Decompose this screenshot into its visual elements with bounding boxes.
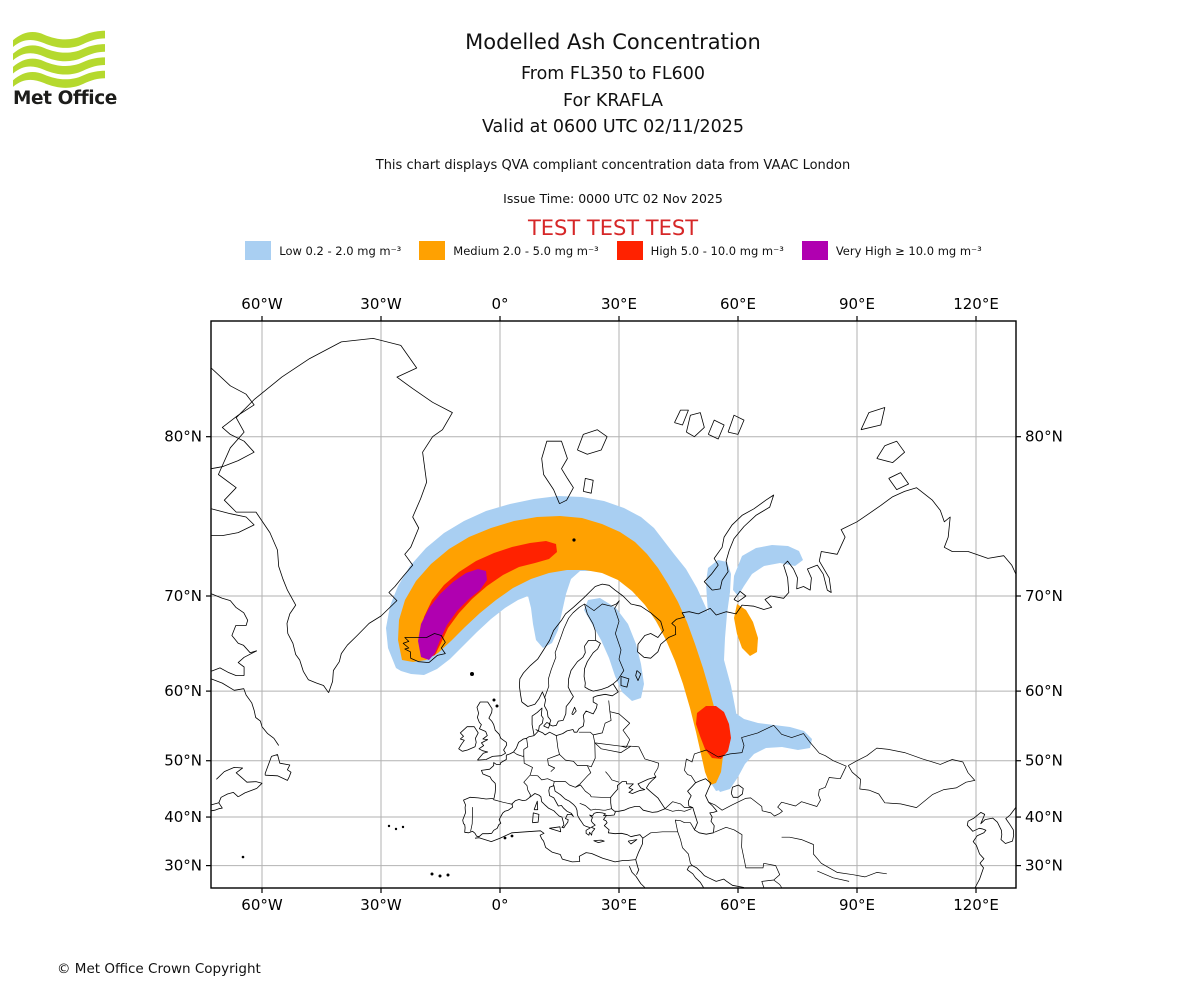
lon-tick-top: 60°E bbox=[720, 295, 756, 313]
lon-tick-bottom: 120°E bbox=[953, 896, 999, 914]
legend-swatch-high bbox=[616, 241, 643, 260]
logo-waves-icon bbox=[13, 30, 105, 88]
lon-tick-bottom: 0° bbox=[491, 896, 508, 914]
coastlines bbox=[211, 338, 1016, 888]
country-borders bbox=[470, 600, 976, 888]
legend-item-medium: Medium 2.0 - 5.0 mg m⁻³ bbox=[419, 241, 599, 260]
ash-low-patch bbox=[733, 545, 803, 596]
lon-tick-top: 30°E bbox=[601, 295, 637, 313]
page-title: Modelled Ash Concentration bbox=[465, 30, 761, 54]
lat-tick-left: 40°N bbox=[164, 808, 202, 826]
title-volcano: For KRAFLA bbox=[563, 91, 663, 111]
logo-wordmark: Met Office bbox=[13, 88, 117, 109]
legend-item-very-high: Very High ≥ 10.0 mg m⁻³ bbox=[801, 241, 982, 260]
legend-label-very-high: Very High ≥ 10.0 mg m⁻³ bbox=[835, 243, 982, 258]
lon-tick-top: 60°W bbox=[241, 295, 283, 313]
legend-item-low: Low 0.2 - 2.0 mg m⁻³ bbox=[245, 241, 401, 260]
qva-subtitle: This chart displays QVA compliant concen… bbox=[375, 158, 851, 173]
legend-label-low: Low 0.2 - 2.0 mg m⁻³ bbox=[279, 243, 402, 258]
axis-ticks-labels: 60°W 60°W 30°W 30°W 0° 0° 30°E 30°E 60°E 60°E 90°E… bbox=[164, 295, 1063, 914]
lat-tick-left: 30°N bbox=[164, 857, 202, 875]
legend-item-high: High 5.0 - 10.0 mg m⁻³ bbox=[616, 241, 784, 260]
lat-tick-left: 70°N bbox=[164, 587, 202, 605]
lon-tick-bottom: 60°E bbox=[720, 896, 756, 914]
ash-very-high-core bbox=[418, 569, 487, 660]
title-valid-time: Valid at 0600 UTC 02/11/2025 bbox=[481, 117, 745, 137]
lat-tick-right: 60°N bbox=[1025, 682, 1063, 700]
lon-tick-bottom: 60°W bbox=[241, 896, 283, 914]
legend-swatch-medium bbox=[419, 241, 446, 260]
lon-tick-top: 120°E bbox=[953, 295, 999, 313]
ash-low-lobe bbox=[584, 598, 644, 701]
lon-tick-bottom: 30°W bbox=[360, 896, 402, 914]
ash-low-finger bbox=[706, 560, 812, 792]
lat-tick-right: 50°N bbox=[1025, 752, 1063, 770]
legend-swatch-low bbox=[245, 241, 272, 260]
lon-tick-top: 0° bbox=[491, 295, 508, 313]
lat-tick-left: 80°N bbox=[164, 428, 202, 446]
lon-tick-bottom: 30°E bbox=[601, 896, 637, 914]
issue-time: Issue Time: 0000 UTC 02 Nov 2025 bbox=[503, 191, 723, 206]
map-svg: 60°W 60°W 30°W 30°W 0° 0° 30°E 30°E 60°E 60°E 90°E… bbox=[100, 280, 1100, 930]
copyright-note: © Met Office Crown Copyright bbox=[57, 961, 261, 977]
legend-swatch-very-high bbox=[801, 241, 828, 260]
lat-tick-left: 50°N bbox=[164, 752, 202, 770]
lat-tick-right: 80°N bbox=[1025, 428, 1063, 446]
ash-plume bbox=[386, 496, 812, 792]
lon-tick-top: 30°W bbox=[360, 295, 402, 313]
legend-label-high: High 5.0 - 10.0 mg m⁻³ bbox=[650, 243, 784, 258]
title-flight-levels: From FL350 to FL600 bbox=[520, 64, 706, 84]
ash-medium-fleck bbox=[734, 604, 758, 656]
map-frame bbox=[210, 320, 1017, 889]
met-office-logo bbox=[13, 30, 105, 88]
test-banner: TEST TEST TEST bbox=[527, 216, 699, 240]
lon-tick-top: 90°E bbox=[839, 295, 875, 313]
lat-tick-right: 30°N bbox=[1025, 857, 1063, 875]
small-islands bbox=[241, 538, 576, 878]
ash-high-spot bbox=[696, 706, 731, 759]
lon-tick-bottom: 90°E bbox=[839, 896, 875, 914]
lat-tick-right: 70°N bbox=[1025, 587, 1063, 605]
legend-label-medium: Medium 2.0 - 5.0 mg m⁻³ bbox=[453, 243, 599, 258]
lat-tick-right: 40°N bbox=[1025, 808, 1063, 826]
legend: Low 0.2 - 2.0 mg m⁻³ Medium 2.0 - 5.0 mg … bbox=[0, 241, 1200, 260]
map-area: 60°W 60°W 30°W 30°W 0° 0° 30°E 30°E 60°E 60°E 90°E… bbox=[100, 280, 1100, 930]
lat-tick-left: 60°N bbox=[164, 682, 202, 700]
